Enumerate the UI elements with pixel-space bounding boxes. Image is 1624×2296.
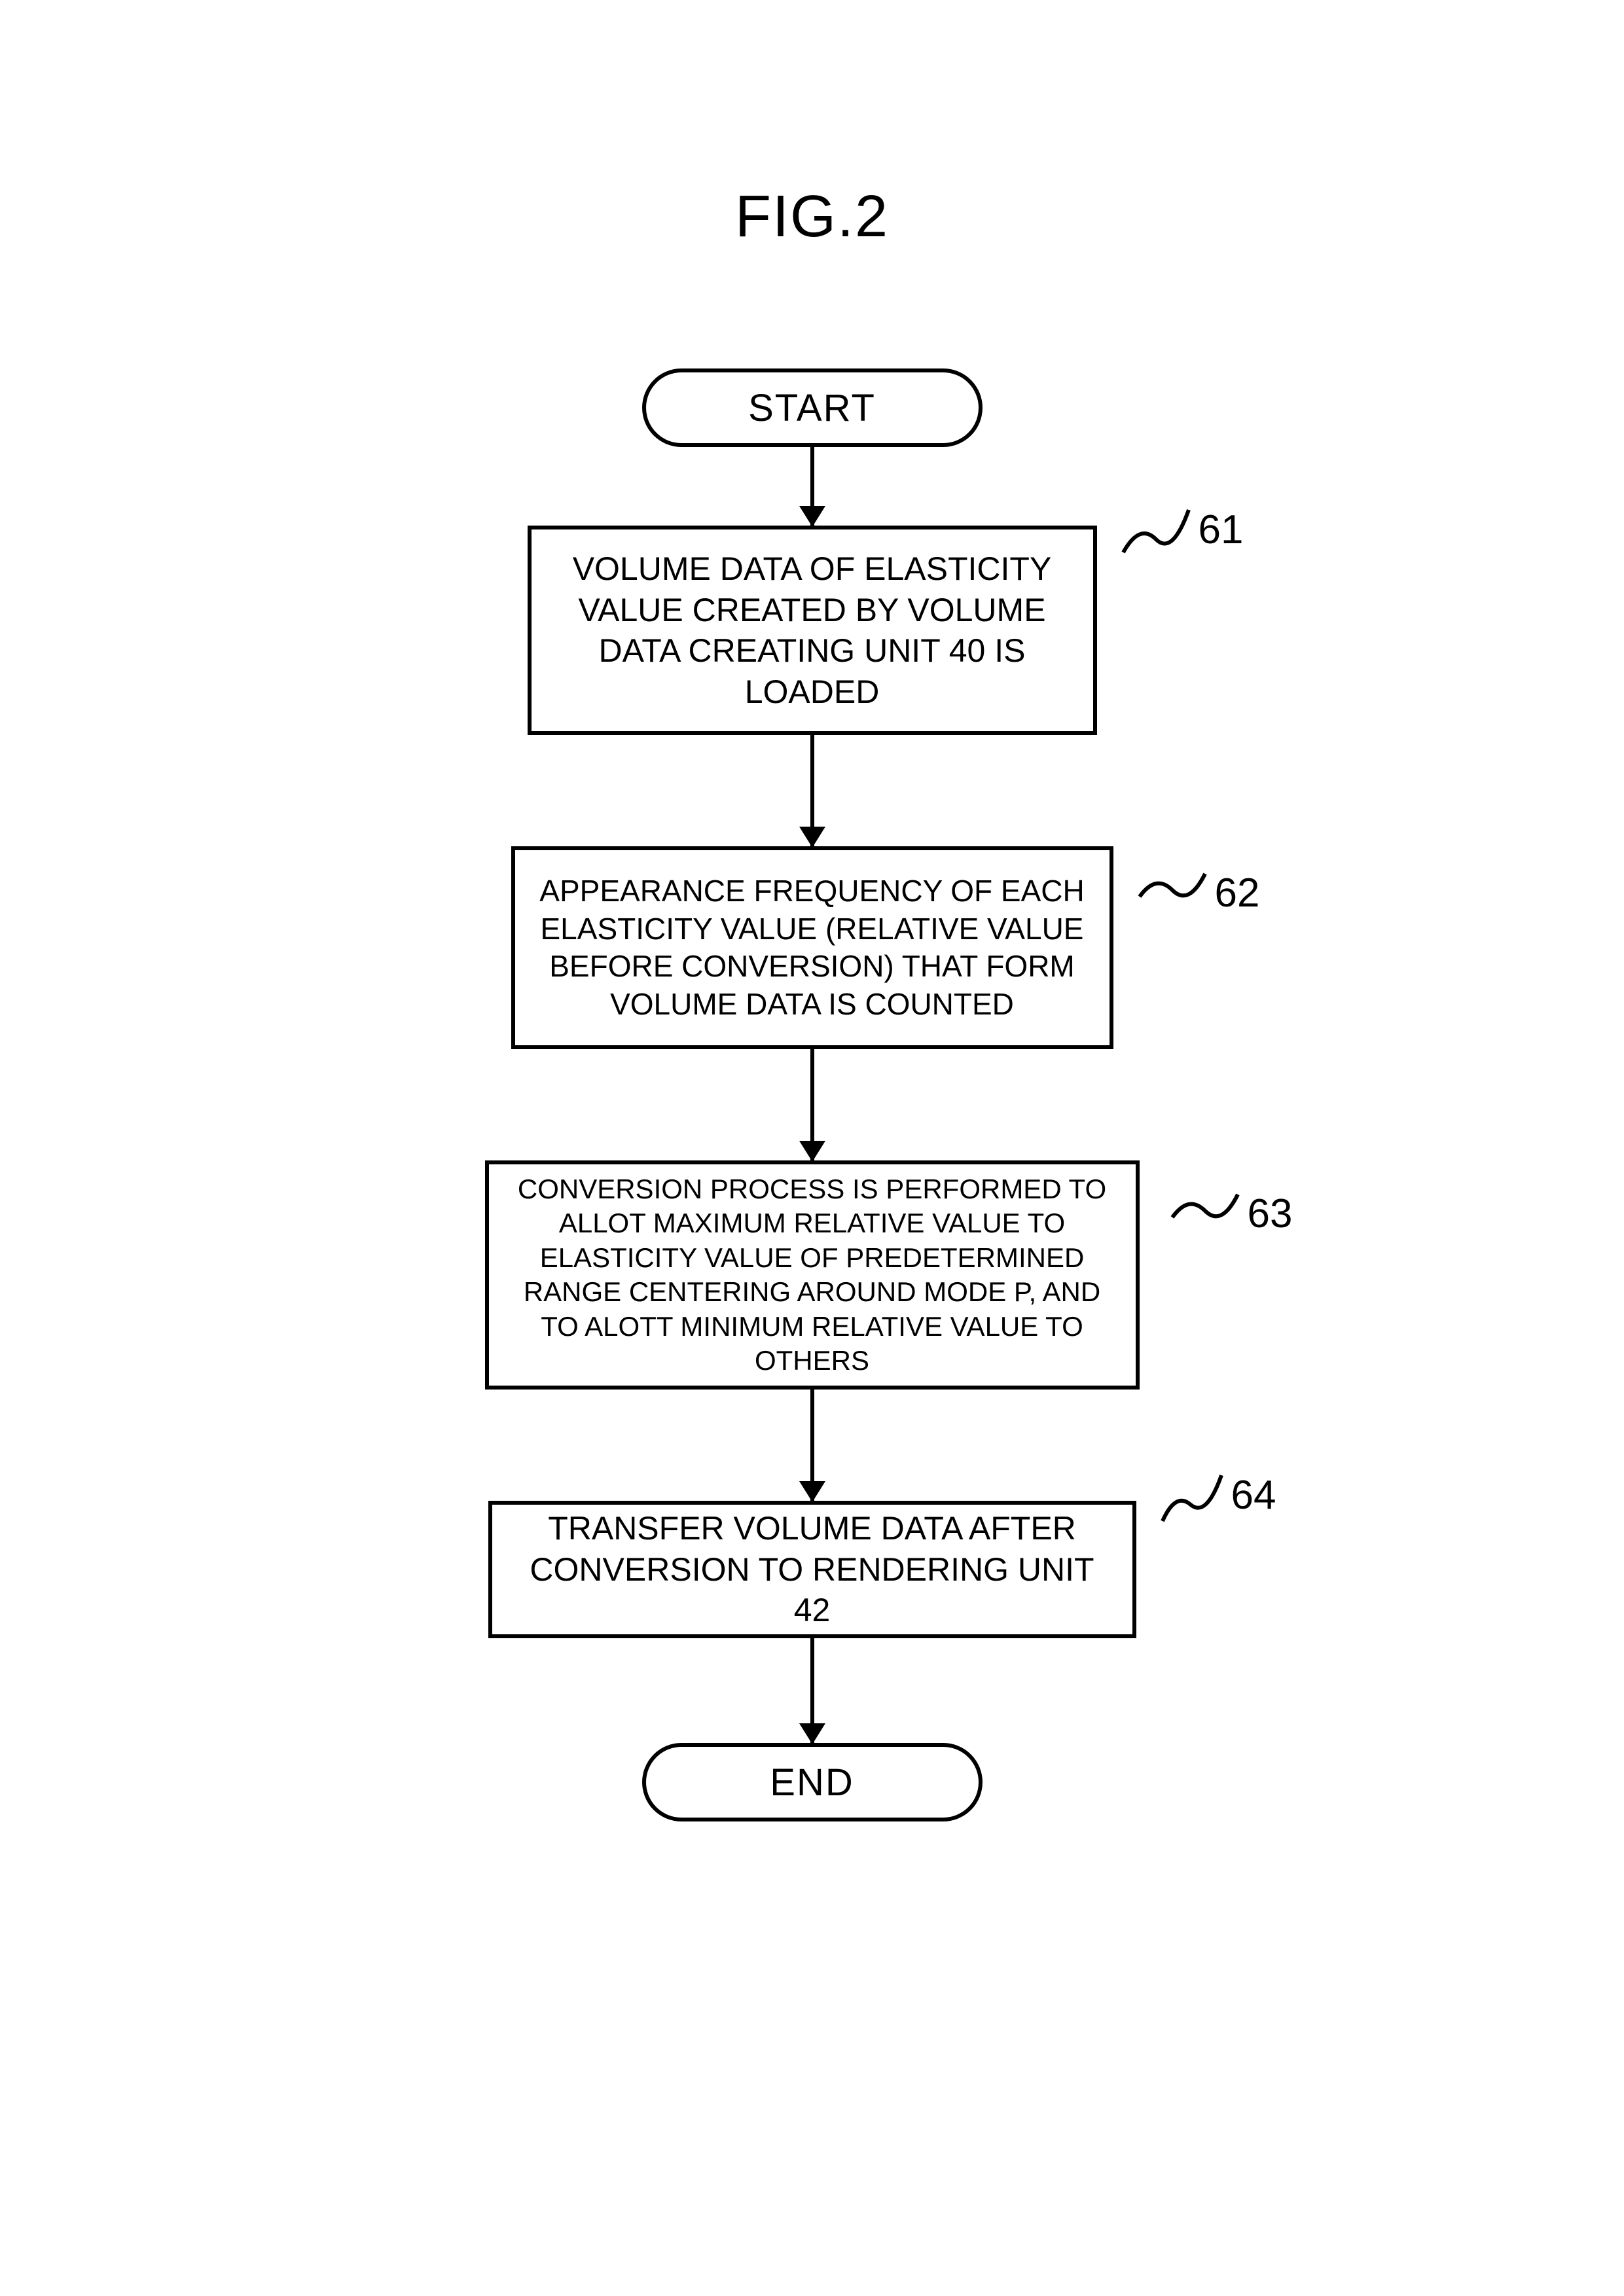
process-61: VOLUME DATA OF ELASTICITY VALUE CREATED … — [528, 526, 1097, 735]
end-label: END — [770, 1761, 854, 1804]
arrowhead-icon — [799, 506, 825, 527]
start-label: START — [748, 386, 876, 430]
callout-leader-icon — [1169, 1191, 1241, 1237]
flowchart: START VOLUME DATA OF ELASTICITY VALUE CR… — [485, 368, 1140, 1821]
process-61-label: VOLUME DATA OF ELASTICITY VALUE CREATED … — [532, 535, 1093, 725]
callout-leader-icon — [1120, 503, 1192, 556]
process-63: CONVERSION PROCESS IS PERFORMED TO ALLOT… — [485, 1160, 1140, 1390]
process-64: TRANSFER VOLUME DATA AFTER CONVERSION TO… — [488, 1501, 1136, 1638]
connector — [810, 1638, 814, 1743]
connector — [810, 1390, 814, 1501]
arrowhead-icon — [799, 827, 825, 848]
process-63-label: CONVERSION PROCESS IS PERFORMED TO ALLOT… — [489, 1159, 1136, 1391]
process-64-label: TRANSFER VOLUME DATA AFTER CONVERSION TO… — [492, 1495, 1132, 1644]
end-terminator: END — [642, 1743, 983, 1821]
callout-62: 62 — [1136, 870, 1260, 916]
connector — [810, 1049, 814, 1160]
callout-leader-icon — [1136, 870, 1208, 916]
callout-63-ref: 63 — [1248, 1191, 1293, 1237]
callout-63: 63 — [1169, 1191, 1293, 1237]
callout-61-ref: 61 — [1199, 507, 1244, 553]
start-terminator: START — [642, 368, 983, 447]
callout-leader-icon — [1159, 1465, 1225, 1524]
arrowhead-icon — [799, 1723, 825, 1744]
callout-64-ref: 64 — [1231, 1472, 1276, 1518]
callout-64: 64 — [1159, 1465, 1276, 1524]
callout-61: 61 — [1120, 503, 1244, 556]
callout-62-ref: 62 — [1215, 870, 1260, 916]
figure-title: FIG.2 — [735, 183, 889, 251]
connector — [810, 735, 814, 846]
process-62: APPEARANCE FREQUENCY OF EACH ELASTICITY … — [511, 846, 1113, 1049]
process-62-label: APPEARANCE FREQUENCY OF EACH ELASTICITY … — [515, 859, 1110, 1036]
connector — [810, 447, 814, 526]
